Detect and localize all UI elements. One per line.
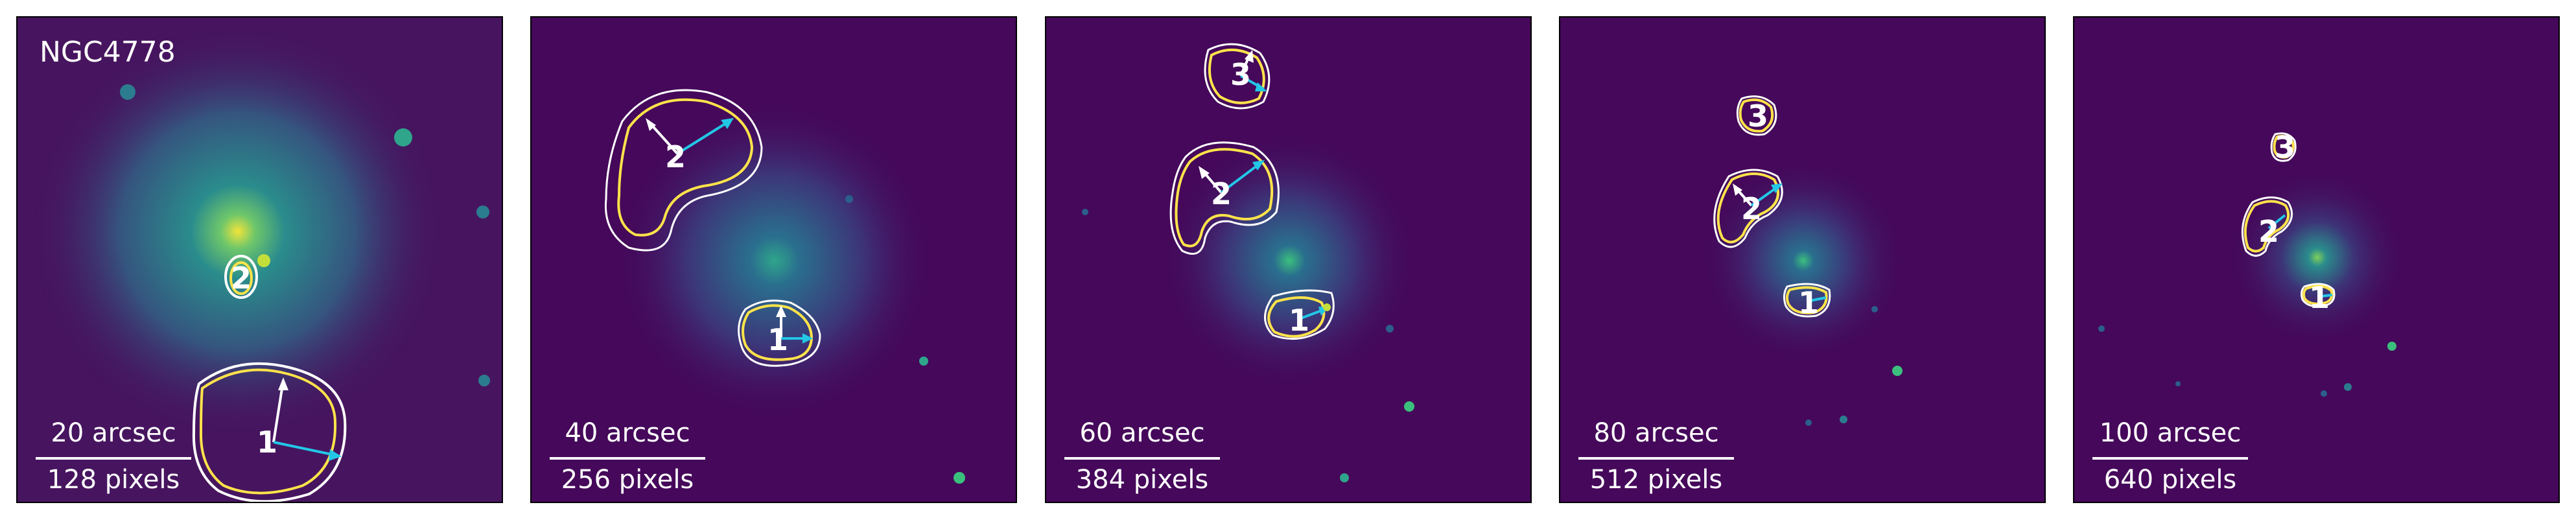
scale-arcsec: 80 arcsec (1593, 418, 1719, 448)
galaxy-name: NGC4778 (40, 36, 176, 69)
region-label-2: 2 (664, 139, 686, 174)
galaxy-image-1 (18, 18, 502, 502)
image-panel-1: NGC4778 2 1 20 arcsec 128 pixels (16, 16, 503, 503)
region-label-1: 1 (1797, 285, 1820, 320)
region-label-2: 2 (1740, 191, 1762, 226)
galaxy-image-3 (1046, 18, 1530, 502)
scale-pixels: 640 pixels (2103, 465, 2237, 495)
region-label-3: 3 (2274, 130, 2296, 165)
region-label-2: 2 (1210, 176, 1232, 211)
scale-bar (550, 457, 705, 460)
region-label-1: 1 (767, 322, 789, 357)
scale-arcsec: 40 arcsec (565, 418, 690, 448)
scale-arcsec: 100 arcsec (2099, 418, 2242, 448)
scale-pixels: 128 pixels (47, 465, 180, 495)
region-label-2: 2 (2258, 214, 2280, 249)
image-panel-4: 3 2 1 80 arcsec 512 pixels (1559, 16, 2046, 503)
scale-pixels: 384 pixels (1075, 465, 1209, 495)
scale-bar (1578, 457, 1734, 460)
galaxy-image-5 (2074, 18, 2558, 502)
scale-arcsec: 20 arcsec (51, 418, 176, 448)
region-label-2: 2 (230, 261, 252, 296)
region-label-1: 1 (2308, 280, 2330, 315)
scale-pixels: 256 pixels (561, 465, 694, 495)
region-label-3: 3 (1230, 57, 1252, 92)
image-panel-2: 2 1 40 arcsec 256 pixels (530, 16, 1017, 503)
galaxy-image-4 (1560, 18, 2044, 502)
region-label-3: 3 (1747, 99, 1769, 134)
image-panel-5: 3 2 1 100 arcsec 640 pixels (2073, 16, 2560, 503)
scale-arcsec: 60 arcsec (1079, 418, 1205, 448)
scale-bar (36, 457, 191, 460)
scale-pixels: 512 pixels (1589, 465, 1723, 495)
region-label-1: 1 (256, 425, 278, 460)
scale-bar (1064, 457, 1220, 460)
image-panel-3: 3 2 1 60 arcsec 384 pixels (1045, 16, 1532, 503)
region-label-1: 1 (1288, 303, 1310, 338)
galaxy-image-2 (532, 18, 1016, 502)
scale-bar (2092, 457, 2248, 460)
